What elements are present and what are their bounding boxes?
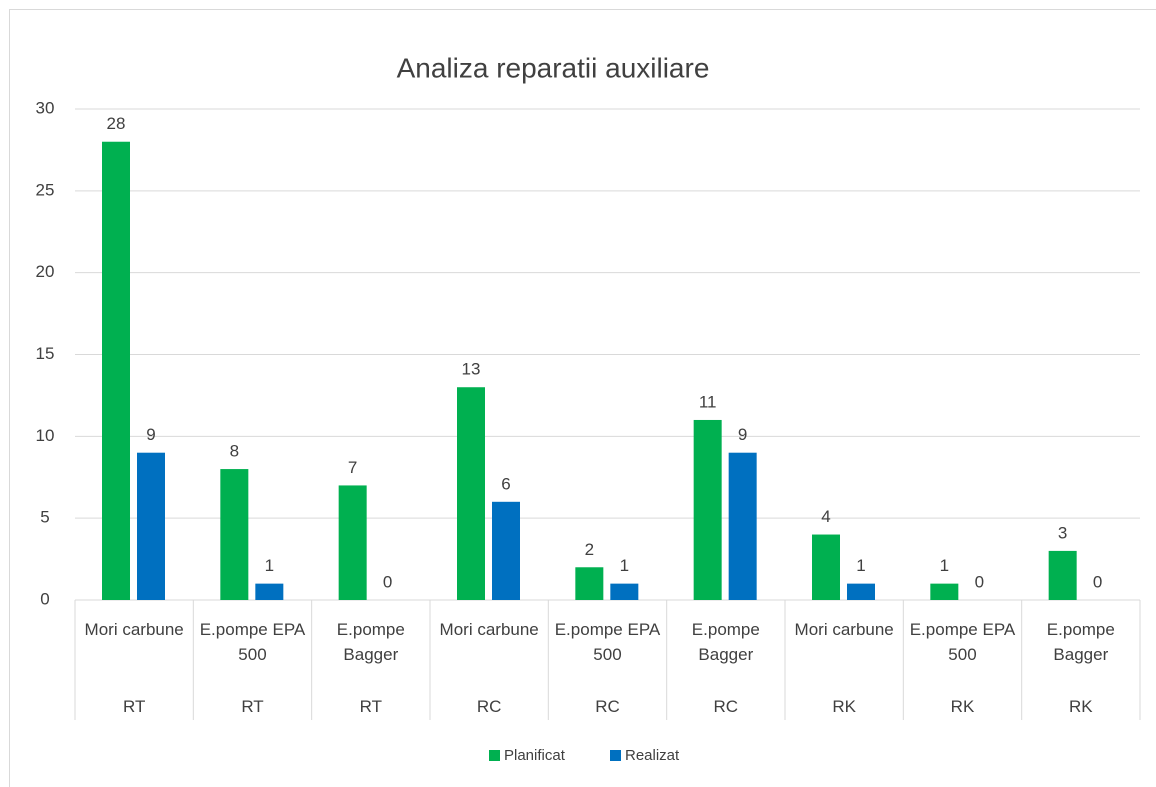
bar — [812, 534, 840, 600]
bar — [610, 583, 639, 600]
data-label: 28 — [107, 114, 126, 133]
data-label: 0 — [975, 572, 984, 591]
bar — [102, 141, 130, 600]
y-tick-label: 25 — [36, 180, 55, 199]
data-label: 4 — [821, 507, 830, 526]
y-tick-label: 15 — [36, 344, 55, 363]
legend-label: Planificat — [504, 747, 566, 764]
x-tick-label: Mori carbune — [439, 620, 539, 639]
chart-border — [9, 9, 1156, 787]
legend-swatch — [610, 750, 621, 761]
bar — [575, 567, 604, 600]
bar — [693, 419, 722, 600]
y-tick-label: 5 — [40, 508, 49, 527]
y-tick-label: 20 — [36, 262, 55, 281]
y-tick-label: 0 — [40, 589, 49, 608]
bar — [930, 583, 959, 600]
data-label: 9 — [146, 425, 155, 444]
data-label: 1 — [940, 556, 949, 575]
bar — [847, 583, 875, 600]
bar — [220, 469, 249, 600]
bar — [1048, 550, 1077, 600]
x-tick-label: E.pompe EPA 500 — [199, 620, 306, 664]
x-group-label: RT — [241, 697, 264, 716]
data-label: 11 — [699, 392, 717, 411]
bar — [137, 452, 165, 600]
data-label: 7 — [348, 458, 357, 477]
x-group-label: RT — [359, 697, 382, 716]
x-group-label: RC — [595, 697, 620, 716]
y-tick-label: 10 — [36, 426, 55, 445]
data-label: 9 — [738, 425, 747, 444]
data-label: 6 — [501, 474, 510, 493]
x-tick-label: E.pompe EPA 500 — [554, 620, 661, 664]
x-group-label: RK — [1069, 697, 1093, 716]
x-tick-label: E.pompe EPA 500 — [909, 620, 1016, 664]
bar — [728, 452, 757, 600]
data-label: 8 — [230, 442, 239, 461]
data-label: 1 — [856, 556, 865, 575]
data-label: 3 — [1058, 523, 1067, 542]
chart-title: Analiza reparatii auxiliare — [397, 52, 710, 83]
y-tick-label: 30 — [36, 98, 55, 117]
legend-label: Realizat — [625, 747, 680, 764]
bar — [338, 485, 367, 600]
x-tick-label: E.pompe Bagger — [691, 620, 760, 664]
x-group-label: RT — [122, 697, 146, 716]
data-label: 0 — [1093, 572, 1102, 591]
x-group-label: RC — [476, 697, 502, 716]
data-label: 1 — [265, 556, 274, 575]
bar — [492, 501, 520, 600]
bar — [255, 583, 284, 600]
x-tick-label: Mori carbune — [794, 620, 894, 639]
x-tick-label: E.pompe Bagger — [1046, 620, 1115, 664]
legend-swatch — [489, 750, 500, 761]
x-tick-label: E.pompe Bagger — [336, 620, 405, 664]
x-tick-label: Mori carbune — [84, 620, 184, 639]
x-group-label: RK — [950, 697, 975, 716]
x-group-label: RK — [832, 697, 856, 716]
data-label: 1 — [620, 556, 629, 575]
data-label: 0 — [383, 572, 392, 591]
bar — [457, 387, 485, 600]
data-label: 2 — [585, 540, 594, 559]
data-label: 13 — [462, 360, 481, 379]
x-group-label: RC — [713, 697, 739, 716]
